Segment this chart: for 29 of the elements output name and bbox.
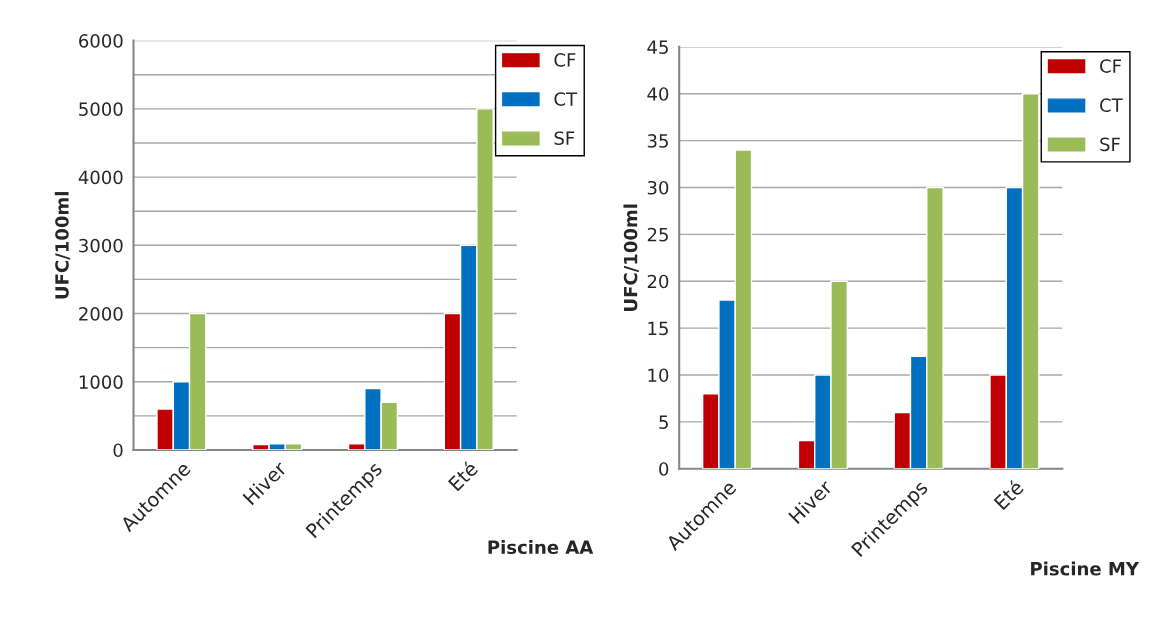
- y-tick-label: 5000: [79, 102, 123, 116]
- y-tick-label: 35: [647, 134, 668, 148]
- y-tick-label: 0: [659, 462, 669, 476]
- y-tick-label: 10: [648, 368, 669, 383]
- x-axis-title: Piscine MY: [1031, 561, 1140, 576]
- legend-label: CF: [1100, 59, 1121, 73]
- y-tick-label: 1000: [79, 375, 123, 389]
- y-tick-label: 0: [113, 443, 123, 458]
- y-axis-title: UFC/100ml: [623, 204, 639, 311]
- legend-label: CF: [554, 53, 576, 67]
- x-tick-label: Eté: [992, 478, 1025, 511]
- y-tick-label: 20: [647, 274, 669, 289]
- legend-label: CT: [554, 92, 578, 106]
- y-tick-label: 6000: [79, 34, 123, 48]
- y-tick-label: 25: [647, 227, 668, 242]
- y-axis-title: UFC/100ml: [54, 192, 71, 299]
- y-tick-label: 2000: [79, 307, 123, 321]
- legend-label: SF: [554, 131, 575, 146]
- y-tick-label: 5: [659, 415, 668, 429]
- y-tick-label: 3000: [79, 238, 123, 253]
- x-axis-title: Piscine AA: [488, 540, 594, 555]
- y-tick-label: 30: [647, 180, 669, 195]
- y-tick-label: 45: [647, 40, 668, 54]
- y-tick-label: 15: [648, 321, 668, 336]
- legend-label: CT: [1100, 98, 1123, 113]
- x-tick-label: Eté: [447, 459, 479, 492]
- y-tick-label: 4000: [78, 170, 123, 185]
- legend-label: SF: [1100, 137, 1120, 152]
- y-tick-label: 40: [647, 87, 669, 101]
